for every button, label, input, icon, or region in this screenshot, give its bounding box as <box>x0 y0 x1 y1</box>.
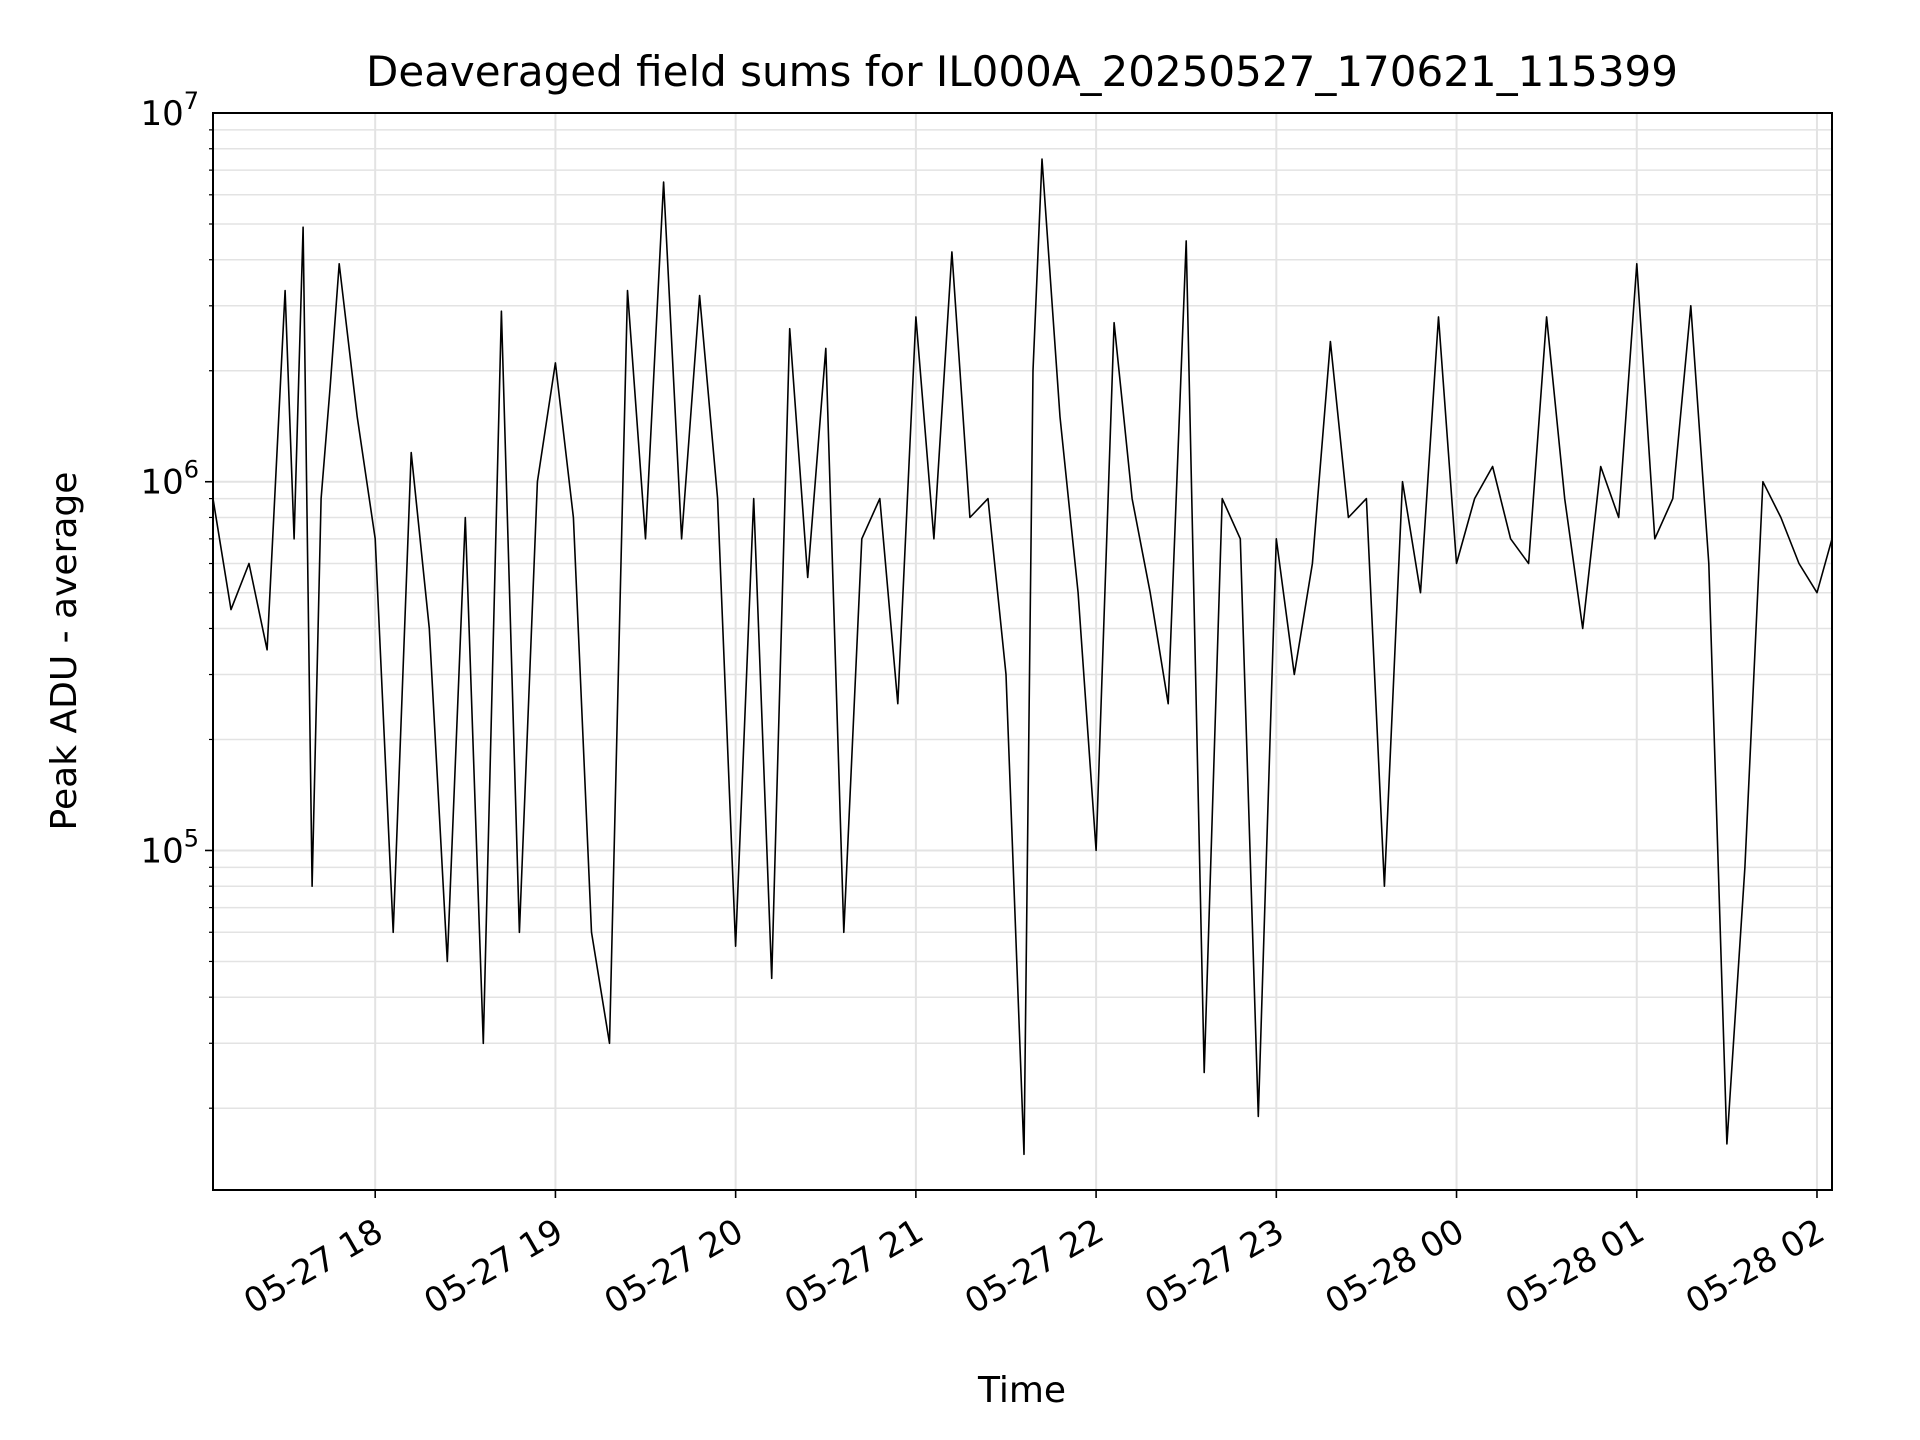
y-tick-label: 107 <box>140 87 199 134</box>
series-line-layer <box>212 158 1833 1156</box>
y-tick-label-base: 10 <box>140 463 183 503</box>
chart-title: Deaveraged field sums for IL000A_2025052… <box>366 47 1678 96</box>
plot-frame <box>212 112 1833 1191</box>
y-tick-label: 106 <box>140 456 199 503</box>
y-tick-label-base: 10 <box>140 94 183 134</box>
y-axis-label: Peak ADU - average <box>44 472 85 831</box>
y-tick-label: 105 <box>140 824 199 871</box>
y-tick-label-exponent: 6 <box>184 456 199 484</box>
series-line <box>212 158 1833 1156</box>
y-tick-label-exponent: 7 <box>184 87 199 115</box>
y-tick-label-base: 10 <box>140 831 183 871</box>
y-tick-label-exponent: 5 <box>184 824 199 852</box>
grid-lines <box>213 113 1832 1190</box>
x-axis-label: Time <box>977 1370 1066 1411</box>
